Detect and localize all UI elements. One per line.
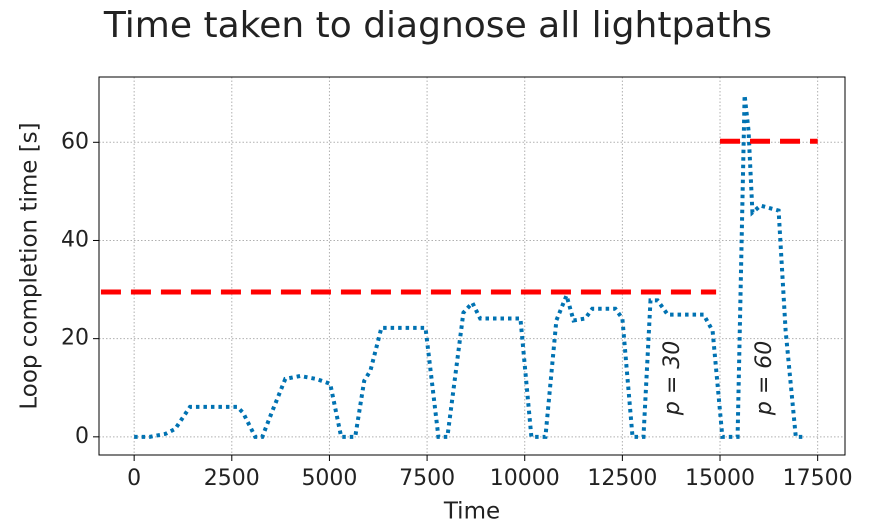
plot-frame [98,76,846,456]
chart-title: Time taken to diagnose all lightpaths [103,5,772,46]
y-tick-label: 60 [61,129,89,154]
x-axis-label: Time [443,499,500,525]
x-tick-label: 17500 [783,466,853,491]
x-tick-label: 5000 [301,466,357,491]
y-tick-label: 20 [61,326,89,351]
x-tick-label: 2500 [204,466,260,491]
line-series [134,94,806,439]
annotation: p = 60 [752,341,777,416]
y-tick-label: 0 [75,424,89,449]
x-tick-label: 7500 [399,466,455,491]
y-tick-label: 40 [61,227,89,252]
x-tick-label: 12500 [587,466,657,491]
x-tick-label: 10000 [490,466,560,491]
x-tick-label: 15000 [685,466,755,491]
annotation: p = 30 [660,341,685,416]
x-tick-label: 0 [127,466,141,491]
y-axis-label: Loop completion time [s] [17,122,43,409]
